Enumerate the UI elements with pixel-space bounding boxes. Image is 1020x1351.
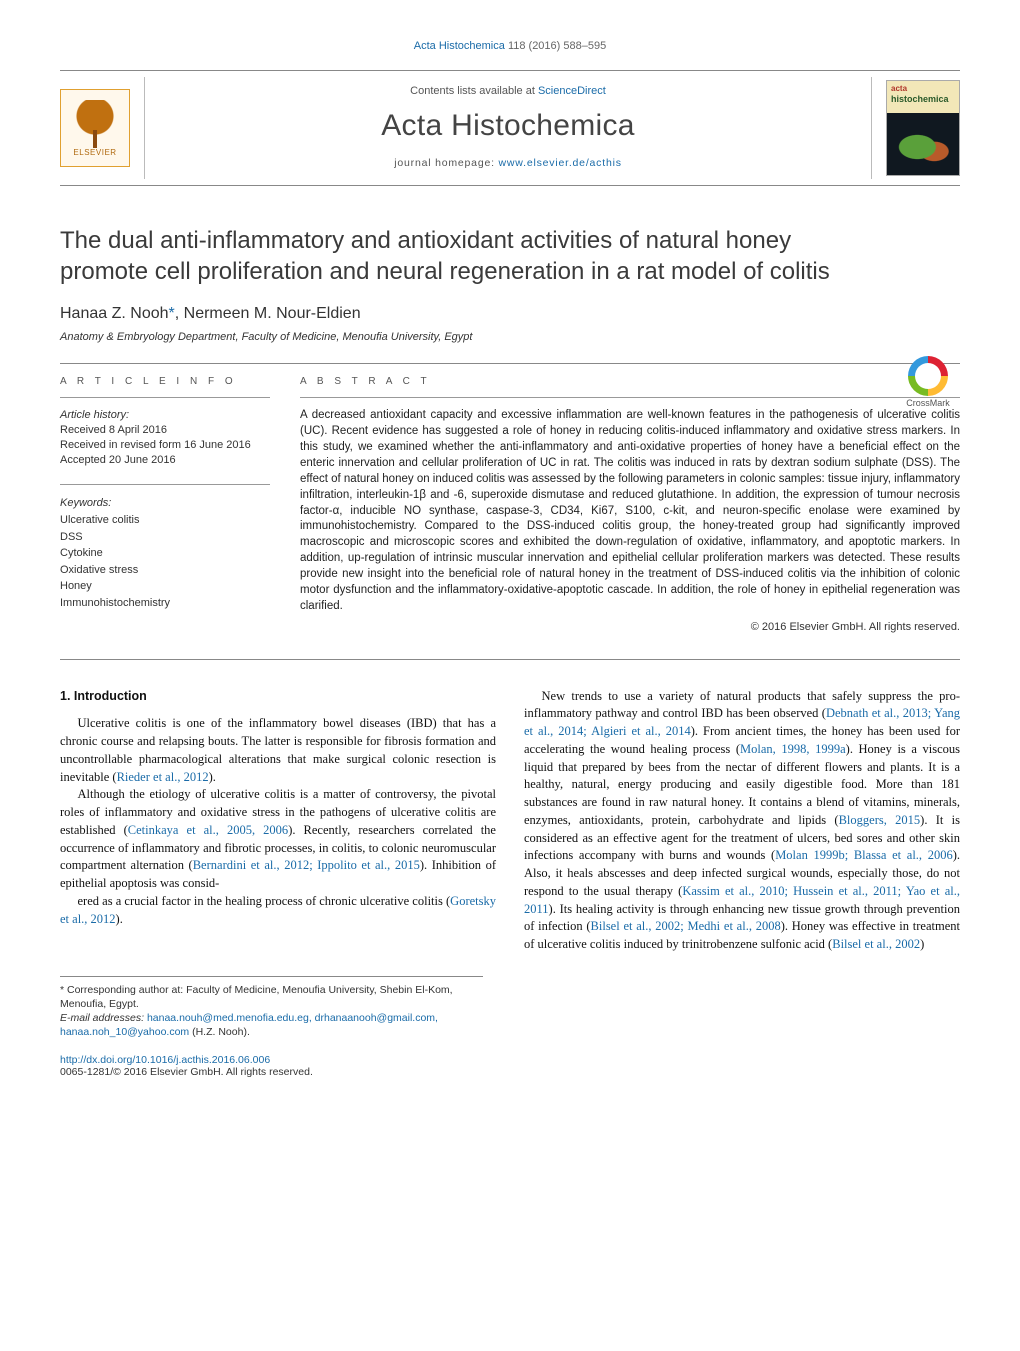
meta-row: a r t i c l e i n f o Article history: R… xyxy=(60,376,960,632)
homepage-url[interactable]: www.elsevier.de/acthis xyxy=(499,157,622,169)
section-heading: 1. Introduction xyxy=(60,688,496,706)
homepage-line: journal homepage: www.elsevier.de/acthis xyxy=(163,157,853,169)
body-paragraph: ered as a crucial factor in the healing … xyxy=(60,893,496,929)
article-history: Article history: Received 8 April 2016 R… xyxy=(60,408,270,467)
abstract-text: A decreased antioxidant capacity and exc… xyxy=(300,408,960,614)
affiliation: Anatomy & Embryology Department, Faculty… xyxy=(60,331,960,343)
history-accepted: Accepted 20 June 2016 xyxy=(60,454,176,466)
abstract-label: a b s t r a c t xyxy=(300,376,960,387)
article-head: CrossMark The dual anti-inflammatory and… xyxy=(60,226,960,343)
sciencedirect-link[interactable]: ScienceDirect xyxy=(538,85,606,97)
keyword: Cytokine xyxy=(60,547,103,559)
rule-mid xyxy=(60,659,960,660)
corresponding-author: * Corresponding author at: Faculty of Me… xyxy=(60,983,483,1011)
elsevier-logo-text: ELSEVIER xyxy=(73,148,116,157)
history-label: Article history: xyxy=(60,409,129,421)
body-paragraph: Ulcerative colitis is one of the inflamm… xyxy=(60,715,496,786)
body-paragraph: New trends to use a variety of natural p… xyxy=(524,688,960,954)
body-paragraph: Although the etiology of ulcerative coli… xyxy=(60,786,496,893)
kw-rule xyxy=(60,484,270,485)
authors: Hanaa Z. Nooh*, Nermeen M. Nour-Eldien xyxy=(60,305,960,323)
article-info-col: a r t i c l e i n f o Article history: R… xyxy=(60,376,270,632)
contents-line: Contents lists available at ScienceDirec… xyxy=(163,85,853,97)
keyword: Oxidative stress xyxy=(60,564,138,576)
cover-text-1: acta xyxy=(891,84,907,93)
doi-block: http://dx.doi.org/10.1016/j.acthis.2016.… xyxy=(60,1054,960,1078)
abstract-col: a b s t r a c t A decreased antioxidant … xyxy=(300,376,960,632)
rule-top xyxy=(60,363,960,364)
body-columns: 1. Introduction Ulcerative colitis is on… xyxy=(60,688,960,954)
copyright: © 2016 Elsevier GmbH. All rights reserve… xyxy=(300,621,960,633)
keyword: DSS xyxy=(60,531,83,543)
elsevier-logo[interactable]: ELSEVIER xyxy=(60,89,130,167)
running-head: Acta Histochemica 118 (2016) 588–595 xyxy=(60,40,960,52)
emails-suffix: (H.Z. Nooh). xyxy=(189,1026,250,1038)
info-rule xyxy=(60,397,270,398)
running-head-journal[interactable]: Acta Histochemica xyxy=(414,40,505,52)
crossmark-label: CrossMark xyxy=(896,398,960,408)
journal-title: Acta Histochemica xyxy=(163,109,853,143)
history-received: Received 8 April 2016 xyxy=(60,424,167,436)
abs-rule xyxy=(300,397,960,398)
crossmark-badge[interactable]: CrossMark xyxy=(896,356,960,408)
masthead: ELSEVIER Contents lists available at Sci… xyxy=(60,70,960,186)
history-revised: Received in revised form 16 June 2016 xyxy=(60,439,251,451)
masthead-center: Contents lists available at ScienceDirec… xyxy=(144,77,872,179)
keyword: Ulcerative colitis xyxy=(60,514,139,526)
running-head-citation: 118 (2016) 588–595 xyxy=(508,40,606,52)
journal-cover-thumb[interactable]: acta histochemica xyxy=(886,80,960,176)
cover-art-icon xyxy=(895,125,951,169)
article-title: The dual anti-inflammatory and antioxida… xyxy=(60,226,860,287)
elsevier-tree-icon xyxy=(72,100,118,146)
footnotes: * Corresponding author at: Faculty of Me… xyxy=(60,976,483,1040)
keyword: Immunohistochemistry xyxy=(60,597,170,609)
email-line: E-mail addresses: hanaa.nouh@med.menofia… xyxy=(60,1011,483,1039)
keyword: Honey xyxy=(60,580,92,592)
article-info-label: a r t i c l e i n f o xyxy=(60,376,270,387)
crossmark-icon xyxy=(908,356,948,396)
keywords-label: Keywords: xyxy=(60,495,270,512)
doi-link[interactable]: http://dx.doi.org/10.1016/j.acthis.2016.… xyxy=(60,1054,960,1066)
cover-text-2: histochemica xyxy=(891,94,949,104)
keywords-block: Keywords: Ulcerative colitis DSS Cytokin… xyxy=(60,495,270,612)
issn-copyright: 0065-1281/© 2016 Elsevier GmbH. All righ… xyxy=(60,1066,960,1078)
contents-prefix: Contents lists available at xyxy=(410,85,538,97)
emails-label: E-mail addresses: xyxy=(60,1012,144,1024)
homepage-prefix: journal homepage: xyxy=(394,157,498,169)
